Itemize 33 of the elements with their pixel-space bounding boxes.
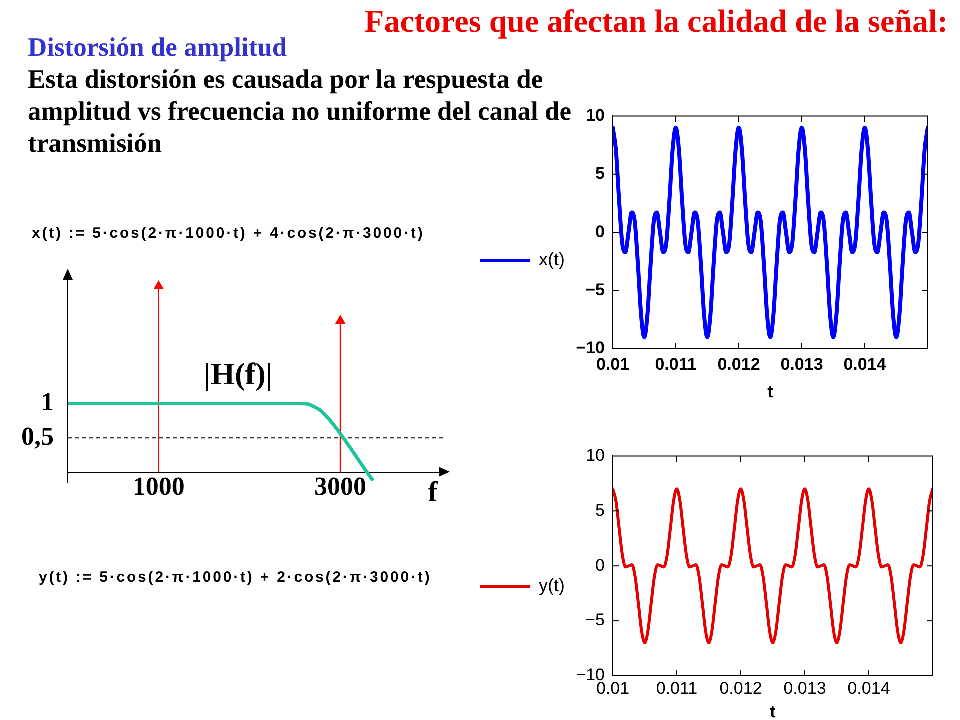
y-tick-label: 0 (596, 222, 605, 242)
y-tick-label: 0,5 (22, 422, 54, 451)
x-tick-label: 0.014 (848, 678, 890, 698)
y-tick-label: −5 (586, 280, 605, 300)
x-tick-label: 0.012 (718, 354, 760, 374)
y-tick-label: −5 (586, 610, 605, 630)
y-tick-label: 1 (41, 387, 54, 416)
x-axis-title: t (770, 702, 776, 720)
x-tick-label: 0.012 (720, 678, 762, 698)
y-tick-label: 0 (596, 556, 605, 575)
chart-title: Factores que afectan la calidad de la señal: (364, 3, 948, 39)
text: Esta distorsión es causada por la respuesta de amplitud vs frecuencia no uniforme del canal de transmisión (28, 64, 572, 158)
y-tick-label: 5 (596, 500, 605, 520)
x-tick-label: 3000 (314, 472, 367, 501)
y-tick-label: 5 (596, 164, 605, 184)
legend-label: x(t) (539, 249, 565, 270)
line-series (612, 488, 933, 645)
text: x(t) := 5·cos(2·π·1000·t) + 4·cos(2·π·3000·t) (32, 225, 425, 242)
line-series (612, 126, 928, 340)
x-axis-title: t (768, 382, 774, 402)
x-tick-label: 0.013 (784, 678, 826, 698)
x-axis-title: f (428, 476, 438, 508)
y-tick-label: 10 (586, 106, 605, 125)
x-tick-label: 0.011 (655, 354, 697, 374)
y-tick-label: 10 (586, 446, 605, 465)
series-label: |H(f)| (204, 356, 273, 392)
text: y(t) := 5·cos(2·π·1000·t) + 2·cos(2·π·3000·t) (39, 569, 432, 586)
legend-label: y(t) (539, 575, 565, 596)
x-tick-label: 0.014 (844, 354, 887, 374)
chart-subtitle: Distorsión de amplitud (28, 32, 288, 62)
x-tick-label: 1000 (132, 472, 185, 501)
x-tick-label: 0.013 (780, 354, 824, 374)
x-tick-label: 0.011 (656, 678, 698, 698)
